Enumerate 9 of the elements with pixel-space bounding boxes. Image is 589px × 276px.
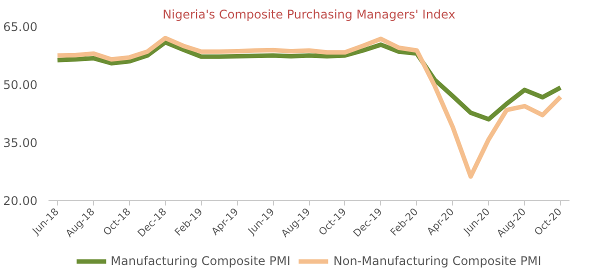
legend-label: Non-Manufacturing Composite PMI bbox=[333, 254, 542, 268]
line-series bbox=[55, 40, 563, 122]
legend-label: Manufacturing Composite PMI bbox=[110, 254, 290, 268]
y-tick-label: 35.00 bbox=[3, 136, 38, 150]
y-tick-label: 65.00 bbox=[3, 20, 38, 34]
y-tick-label: 50.00 bbox=[3, 78, 38, 92]
line-series bbox=[55, 36, 563, 179]
y-tick-label: 20.00 bbox=[3, 194, 38, 208]
chart-title: Nigeria's Composite Purchasing Managers' Index bbox=[162, 8, 456, 22]
